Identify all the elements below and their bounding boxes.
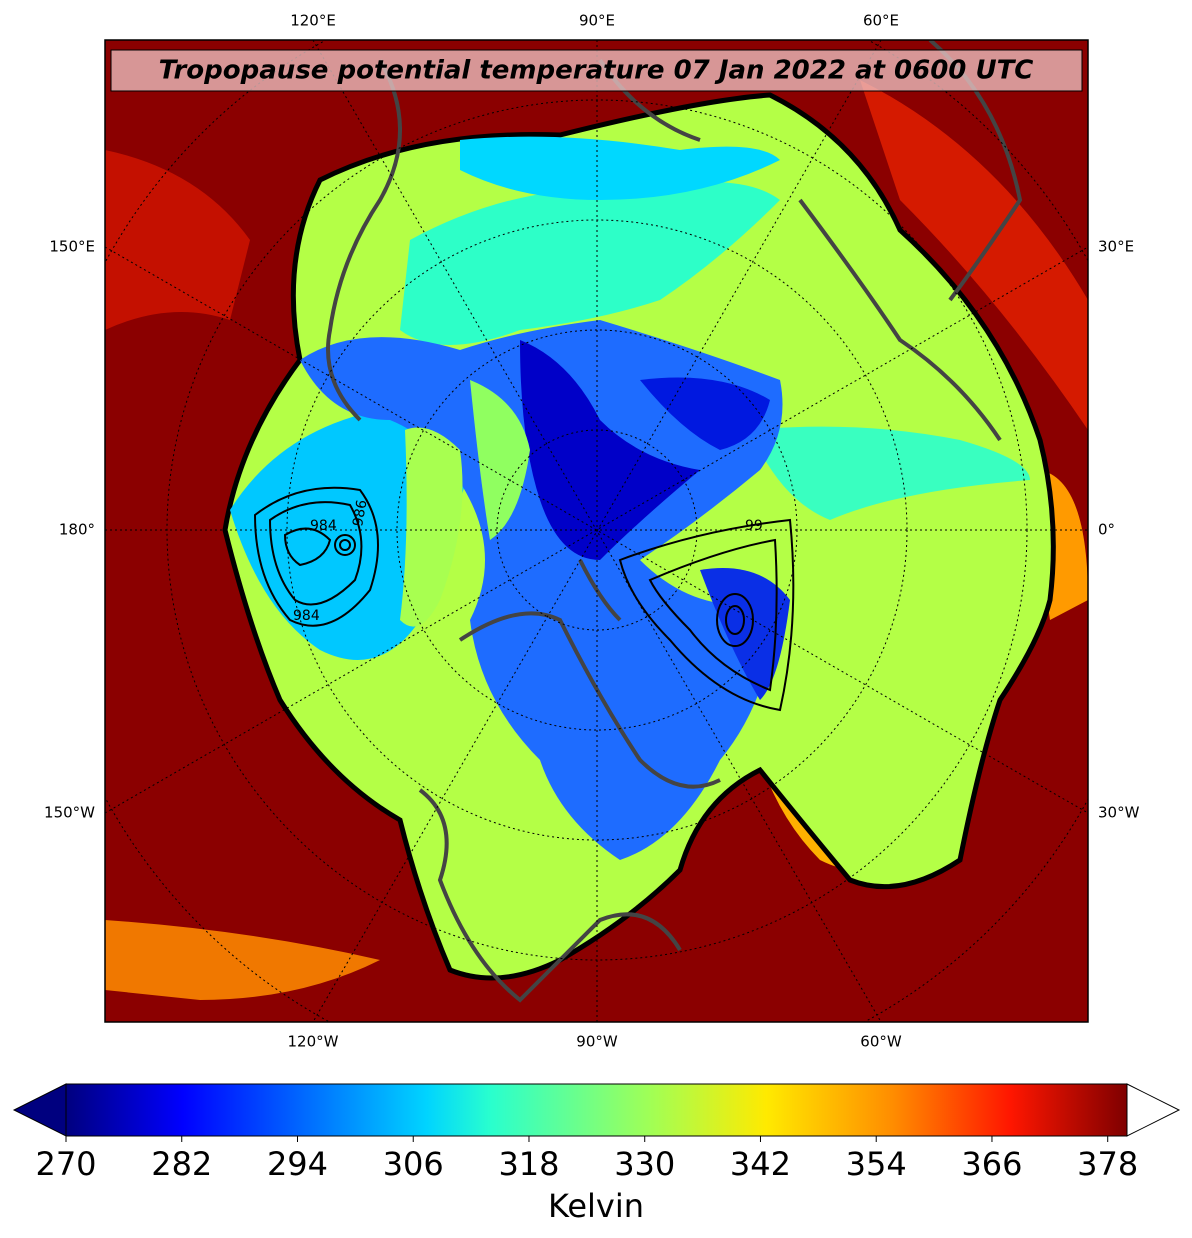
lon-label: 0° [1098,521,1115,539]
colorbar-tick-label: 282 [151,1145,212,1183]
contour-label: 986 [350,499,370,528]
graticule [105,40,1088,1022]
lon-label: 150°W [44,804,95,822]
title-box [110,49,1083,92]
warm-band [860,80,1088,430]
contour-label: 984 [293,608,320,624]
cold-core [300,320,783,860]
colorbar-extend-high [1126,1083,1181,1137]
colorbar-label: Kelvin [548,1187,644,1225]
contour-label: 99 [745,518,763,534]
pressure-contours [253,486,795,712]
lon-label: 150°E [49,238,95,256]
lon-label: 90°E [579,12,615,30]
cold-region [750,426,1030,520]
colorbar-tick-label: 294 [267,1145,328,1183]
orange-region [105,920,380,1000]
colorbar-tick-label: 270 [35,1145,96,1183]
colorbar-tick-label: 318 [498,1145,559,1183]
warm-band [105,150,250,330]
tropopause-region [400,427,463,627]
colorbar-tick-label: 306 [383,1145,444,1183]
cold-core [520,340,700,560]
colorbar-tick-label: 330 [614,1145,675,1183]
colorbar-extend-low [12,1083,67,1137]
cold-region [460,136,780,200]
map-frame [104,39,1089,1023]
lon-label: 90°W [576,1033,618,1051]
colorbar [12,1083,1181,1137]
lon-label: 30°W [1098,804,1140,822]
tropopause-region [470,380,530,540]
cold-core [640,377,770,450]
colorbar-tick-label: 342 [730,1145,791,1183]
colorbar-tick-label: 354 [846,1145,907,1183]
colorbar-tick-label: 378 [1077,1145,1138,1183]
colorbar-tick-label: 366 [961,1145,1022,1183]
colorbar-bar [65,1083,1128,1137]
lon-label: 60°W [860,1033,902,1051]
lon-label: 120°W [288,1033,339,1051]
contour-label: 984 [310,518,337,534]
lon-label: 30°E [1098,238,1134,256]
map-field [105,40,1088,1022]
map-title: Tropopause potential temperature 07 Jan … [159,56,1034,86]
cold-region [400,182,780,345]
lon-label: 60°E [863,12,899,30]
lon-label: 180° [59,521,95,539]
lon-label: 120°E [290,12,336,30]
